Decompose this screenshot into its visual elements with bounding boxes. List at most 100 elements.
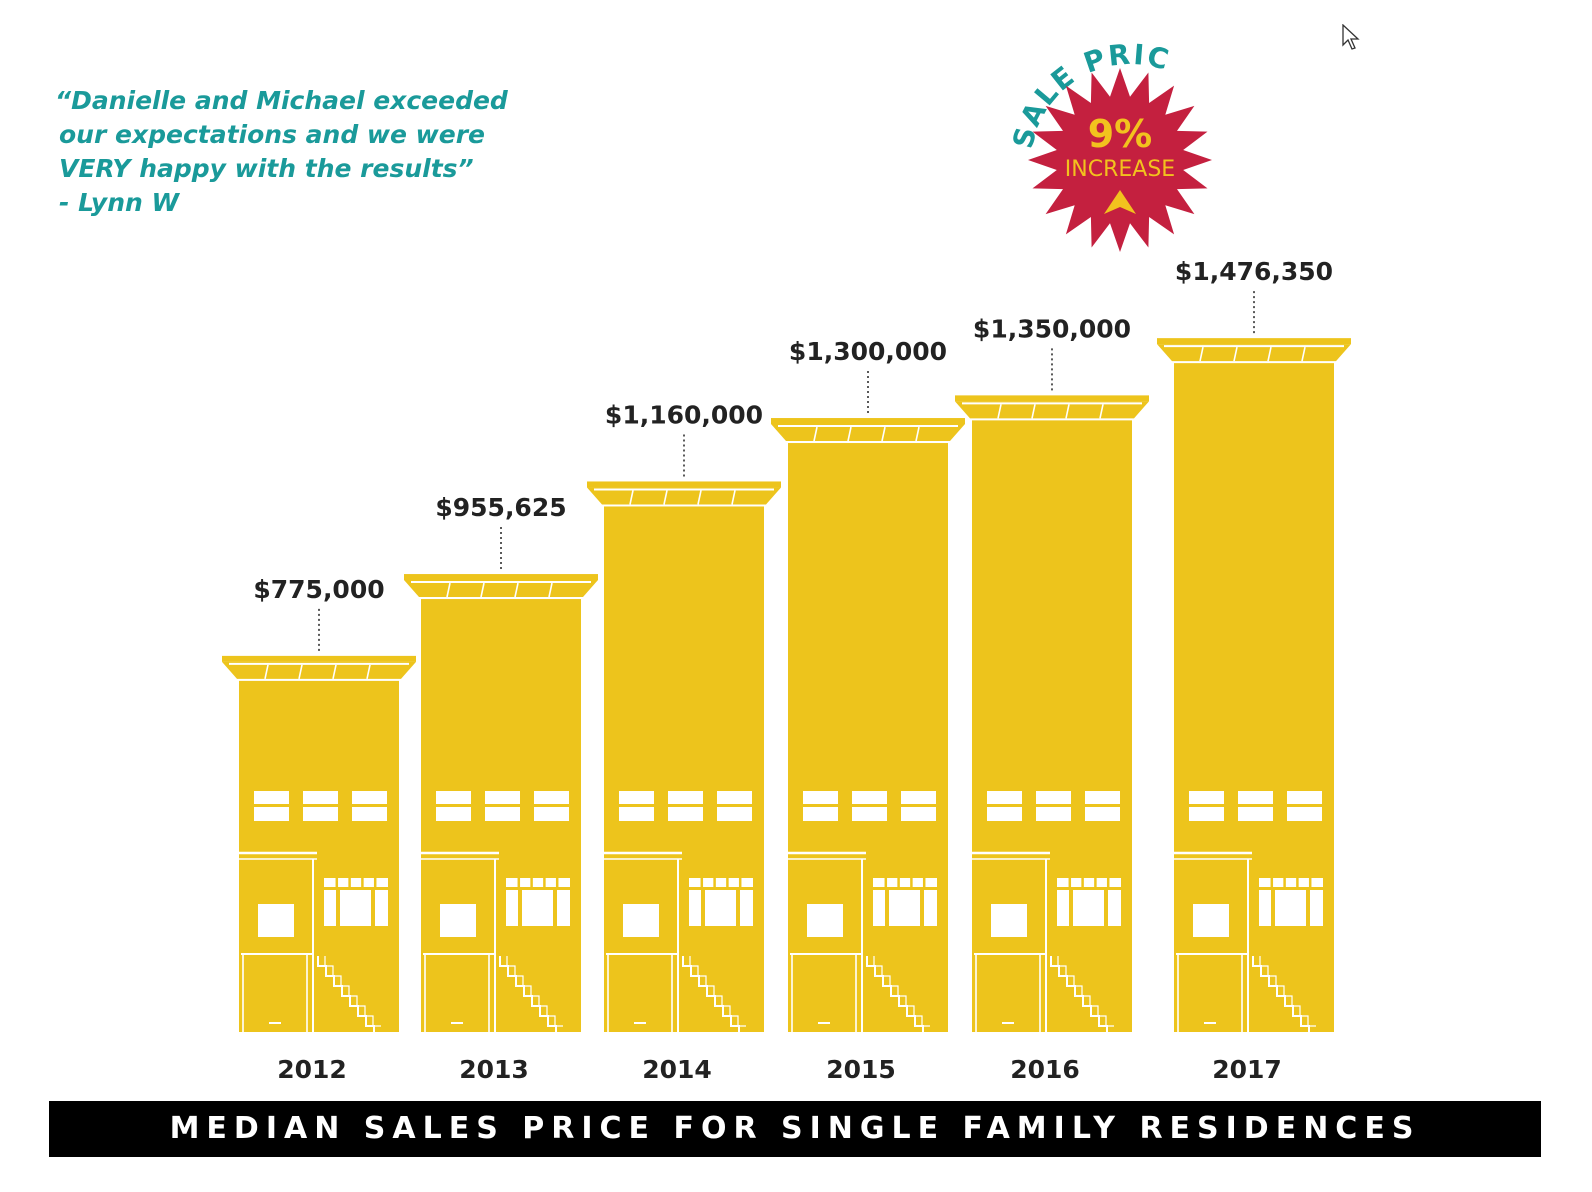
window-upper	[534, 791, 569, 804]
bay-window-pane	[889, 890, 920, 926]
porch-window	[623, 904, 659, 937]
window-upper	[987, 791, 1022, 804]
cornice-bracket	[366, 664, 371, 680]
value-label-2016: $1,350,000	[973, 314, 1131, 343]
door-mail-slot	[818, 1022, 830, 1024]
porch-window	[991, 904, 1027, 937]
window-lower	[1036, 807, 1071, 821]
bay-window-transom	[689, 878, 753, 887]
porch-window	[258, 904, 294, 937]
cornice-bracket	[1031, 404, 1036, 419]
window-upper	[1287, 791, 1322, 804]
door-mail-slot	[1002, 1022, 1014, 1024]
window-upper	[1189, 791, 1224, 804]
cornice-bracket	[1099, 404, 1104, 419]
bar-cornice-top	[771, 418, 965, 425]
cornice-bracket	[1301, 346, 1306, 362]
porch-window	[440, 904, 476, 937]
cornice-bracket	[1233, 346, 1238, 362]
window-upper	[803, 791, 838, 804]
window-lower	[485, 807, 520, 821]
cornice-bracket	[881, 426, 886, 442]
stair-rail	[689, 956, 746, 1027]
bay-window-pane	[1108, 890, 1121, 926]
window-lower	[254, 807, 289, 821]
value-label-2015: $1,300,000	[789, 337, 947, 366]
bay-window-pane	[705, 890, 736, 926]
bay-window-pane	[740, 890, 753, 926]
window-lower	[619, 807, 654, 821]
window-upper	[485, 791, 520, 804]
door-mail-slot	[1204, 1022, 1216, 1024]
bar-building-2012: $775,000 2012	[222, 575, 416, 1084]
window-lower	[668, 807, 703, 821]
bay-window-pane	[1057, 890, 1069, 926]
window-lower	[534, 807, 569, 821]
sale-price-badge: SALE PRICE 9% INCREASE	[0, 0, 1212, 252]
bar-body	[972, 420, 1132, 1032]
door-mail-slot	[451, 1022, 463, 1024]
bars-group: $775,0002012$955,6252013$1,160,0002014$1…	[222, 257, 1351, 1084]
cornice-bracket	[480, 582, 485, 598]
window-lower	[803, 807, 838, 821]
bar-building-2016: $1,350,000 2016	[955, 314, 1149, 1084]
stair-steps	[682, 956, 740, 1032]
stair-rail	[1057, 956, 1114, 1027]
category-label-2013: 2013	[459, 1055, 529, 1084]
testimonial-quote: “Danielle and Michael exceeded our expec…	[55, 84, 575, 220]
window-lower	[1238, 807, 1273, 821]
cornice-bracket	[915, 426, 920, 442]
bar-building-2017: $1,476,350 2017	[1157, 257, 1351, 1084]
quote-author: - Lynn W	[59, 188, 180, 217]
bar-cornice-top	[587, 481, 781, 488]
bay-window-pane	[340, 890, 371, 926]
bar-body	[239, 680, 399, 1032]
stair-steps	[1252, 956, 1310, 1032]
bar-cornice-top	[404, 574, 598, 581]
window-lower	[1287, 807, 1322, 821]
porch-window	[807, 904, 843, 937]
quote-line-2: our expectations and we were	[59, 120, 486, 149]
mouse-cursor-icon	[1342, 24, 1360, 50]
cornice-bracket	[1199, 346, 1204, 362]
cornice-bracket	[697, 490, 702, 505]
bar-building-2015: $1,300,000 2015	[771, 337, 965, 1084]
stair-rail	[506, 956, 563, 1027]
stair-steps	[866, 956, 924, 1032]
bar-body	[604, 506, 764, 1032]
window-lower	[303, 807, 338, 821]
bay-window-pane	[1259, 890, 1271, 926]
window-upper	[717, 791, 752, 804]
window-upper	[352, 791, 387, 804]
bay-window-pane	[1073, 890, 1104, 926]
stair-steps	[499, 956, 557, 1032]
window-lower	[852, 807, 887, 821]
category-label-2017: 2017	[1212, 1055, 1282, 1084]
stair-rail	[873, 956, 930, 1027]
value-label-2014: $1,160,000	[605, 400, 763, 429]
window-upper	[1036, 791, 1071, 804]
value-label-2013: $955,625	[435, 493, 566, 522]
cornice-bracket	[548, 582, 553, 598]
window-upper	[1238, 791, 1273, 804]
cornice-bracket	[1065, 404, 1070, 419]
bay-window-transom	[1259, 878, 1323, 887]
stair-rail	[324, 956, 381, 1027]
category-label-2016: 2016	[1010, 1055, 1080, 1084]
cornice-bracket	[847, 426, 852, 442]
window-upper	[254, 791, 289, 804]
bay-window-transom	[506, 878, 570, 887]
quote-line-1: “Danielle and Michael exceeded	[55, 86, 508, 115]
porch-window	[1193, 904, 1229, 937]
bay-window-pane	[522, 890, 553, 926]
bay-window-pane	[924, 890, 937, 926]
bay-window-pane	[1275, 890, 1306, 926]
badge-arc-text: SALE PRICE	[0, 0, 1174, 152]
cornice-bracket	[446, 582, 451, 598]
cornice-bracket	[514, 582, 519, 598]
bar-cornice-top	[1157, 338, 1351, 345]
bay-window-pane	[557, 890, 570, 926]
value-label-2017: $1,476,350	[1175, 257, 1333, 286]
cornice-bracket	[332, 664, 337, 680]
cornice-bracket	[298, 664, 303, 680]
